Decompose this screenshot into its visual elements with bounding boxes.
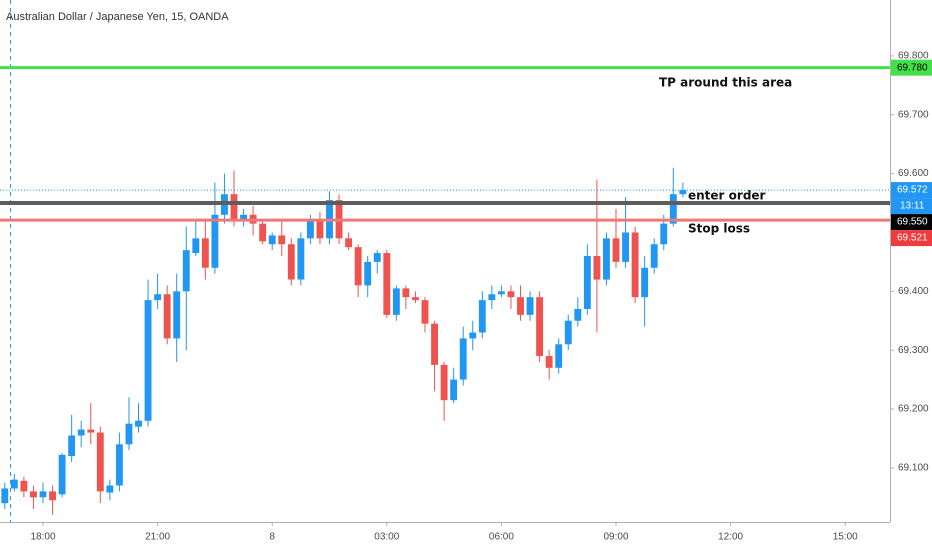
candle-body	[507, 291, 515, 298]
candle-body	[392, 288, 400, 315]
candle-body	[297, 238, 305, 280]
candle-body	[497, 291, 505, 295]
y-tick-label: 69.400	[898, 286, 929, 297]
candle-body	[30, 491, 37, 498]
x-tick-label: 09:00	[603, 532, 628, 543]
candle-body	[583, 255, 591, 309]
candle-body	[163, 294, 171, 339]
candle-body	[354, 247, 362, 286]
price-label: 69.572	[897, 185, 928, 196]
candle-body	[58, 454, 66, 495]
candle-body	[268, 235, 276, 245]
candle-body	[603, 238, 610, 280]
candle-body	[135, 420, 142, 427]
candle-body	[259, 223, 267, 242]
candle-body	[488, 294, 496, 301]
candle-body	[364, 261, 372, 286]
x-tick-label: 12:00	[718, 532, 743, 543]
candle-body	[154, 294, 162, 301]
candle-body	[96, 432, 104, 492]
candle-body	[306, 220, 314, 239]
price-label-box	[891, 214, 932, 231]
x-tick-label: 8	[269, 532, 275, 543]
candle-body	[660, 223, 668, 245]
price-label-box	[891, 230, 932, 247]
candle-body	[20, 480, 28, 492]
candle-body	[450, 379, 458, 401]
candle-body	[39, 491, 47, 498]
candle-body	[478, 300, 486, 333]
y-tick-label: 69.100	[898, 462, 929, 473]
price-label: 69.550	[897, 217, 928, 228]
candle-body	[192, 238, 200, 254]
candle-body	[240, 214, 247, 221]
y-tick-label: 69.200	[898, 404, 929, 415]
candle-body	[115, 444, 123, 486]
candle-body	[201, 238, 209, 268]
candle-body	[316, 220, 324, 239]
candle-body	[555, 344, 563, 368]
candle-body	[469, 332, 477, 339]
candle-body	[622, 232, 629, 262]
candle-body	[431, 323, 438, 365]
price-label-box	[891, 59, 932, 76]
x-tick-label: 03:00	[374, 532, 399, 543]
candle-body	[650, 244, 658, 268]
countdown-box	[891, 198, 932, 215]
x-tick-label: 21:00	[145, 532, 170, 543]
candle-body	[49, 491, 56, 501]
candle-body	[125, 423, 133, 445]
candle-body	[182, 250, 190, 292]
candle-body	[564, 320, 572, 345]
candle-body	[383, 253, 391, 315]
x-tick-label: 06:00	[489, 532, 514, 543]
candle-body	[230, 194, 238, 221]
candle-body	[373, 253, 381, 262]
candle-body	[679, 190, 687, 195]
candle-body	[421, 300, 429, 324]
y-tick-label: 69.600	[898, 168, 929, 179]
candle-body	[641, 267, 649, 298]
candle-body	[10, 479, 18, 489]
annotation: Stop loss	[688, 222, 750, 236]
candle-body	[1, 488, 9, 504]
candle-body	[459, 338, 467, 380]
candle-body	[287, 244, 295, 280]
annotation: TP around this area	[659, 76, 792, 90]
annotation: enter order	[688, 189, 766, 203]
candle-body	[593, 255, 601, 280]
candle-body	[545, 356, 553, 368]
candle-body	[402, 288, 410, 298]
candle-body	[631, 232, 639, 298]
candle-body	[440, 364, 448, 401]
candle-body	[106, 485, 114, 493]
candle-body	[144, 300, 152, 421]
candle-body	[278, 235, 286, 245]
y-tick-label: 69.700	[898, 109, 929, 120]
price-label: 69.780	[897, 62, 928, 73]
candle-body	[612, 238, 620, 262]
price-label-box	[891, 182, 932, 199]
candle-body	[526, 297, 534, 315]
candle-body	[412, 297, 419, 301]
candle-body	[173, 291, 181, 339]
candle-body	[87, 429, 95, 433]
x-tick-label: 15:00	[833, 532, 858, 543]
y-tick-label: 69.300	[898, 345, 929, 356]
candle-body	[517, 297, 524, 315]
price-label: 69.521	[897, 233, 928, 244]
candle-body	[536, 297, 544, 357]
candle-body	[345, 238, 353, 248]
y-tick-label: 69.800	[898, 51, 929, 62]
candle-body	[574, 308, 582, 321]
candle-body	[669, 194, 677, 224]
chart-title: Australian Dollar / Japanese Yen, 15, OA…	[6, 11, 229, 23]
countdown: 13:11	[900, 201, 925, 212]
candle-body	[68, 435, 76, 457]
candle-body	[77, 429, 85, 436]
candle-body	[211, 214, 219, 268]
x-tick-label: 18:00	[30, 532, 55, 543]
